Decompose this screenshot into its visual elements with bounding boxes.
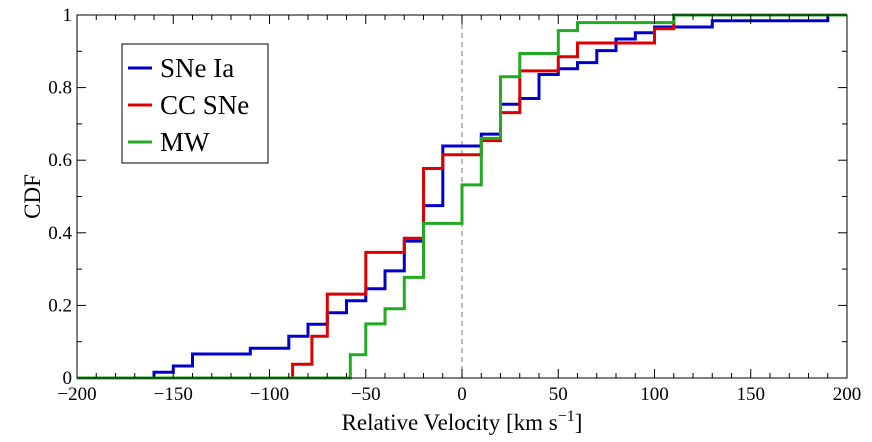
- x-tick-label: 0: [457, 384, 467, 405]
- ticks-layer: [76, 14, 848, 379]
- y-tick-label: 0.6: [48, 150, 72, 171]
- x-tick-label: 100: [640, 384, 669, 405]
- series-line-mw: [77, 13, 847, 380]
- x-tick-label: 50: [549, 384, 568, 405]
- labels-layer: −200 −150 −100 −50 0 50 100 150 200 0 0.2 0.4 0.6 0.8…: [48, 5, 861, 405]
- x-tick-label: −150: [154, 384, 193, 405]
- y-tick-label: 0.2: [48, 295, 72, 316]
- y-tick-label: 0.8: [48, 78, 72, 99]
- y-tick-label: 1: [63, 5, 73, 26]
- series-line-cc-sne: [77, 13, 847, 380]
- series-line-sne-ia: [77, 13, 847, 380]
- legend-label-cc-sne: CC SNe: [160, 90, 249, 120]
- x-axis-title: Relative Velocity [km s−1]: [342, 408, 583, 435]
- legend-label-mw: MW: [160, 127, 210, 157]
- x-tick-label: 150: [737, 384, 766, 405]
- x-tick-label: −200: [57, 384, 96, 405]
- x-axis-title-suffix: ]: [575, 410, 583, 435]
- y-axis-title: CDF: [20, 174, 45, 219]
- x-axis-title-main: Relative Velocity [km s: [342, 410, 558, 435]
- x-tick-label: 200: [833, 384, 862, 405]
- x-tick-label: −50: [351, 384, 381, 405]
- legend: SNe Ia CC SNe MW: [121, 43, 269, 164]
- legend-label-sne-ia: SNe Ia: [160, 53, 234, 83]
- y-tick-label: 0.4: [48, 223, 72, 244]
- x-tick-label: −100: [250, 384, 289, 405]
- series-layer: [77, 13, 847, 380]
- y-tick-label: 0: [63, 368, 73, 389]
- x-axis-title-superscript: −1: [558, 408, 575, 425]
